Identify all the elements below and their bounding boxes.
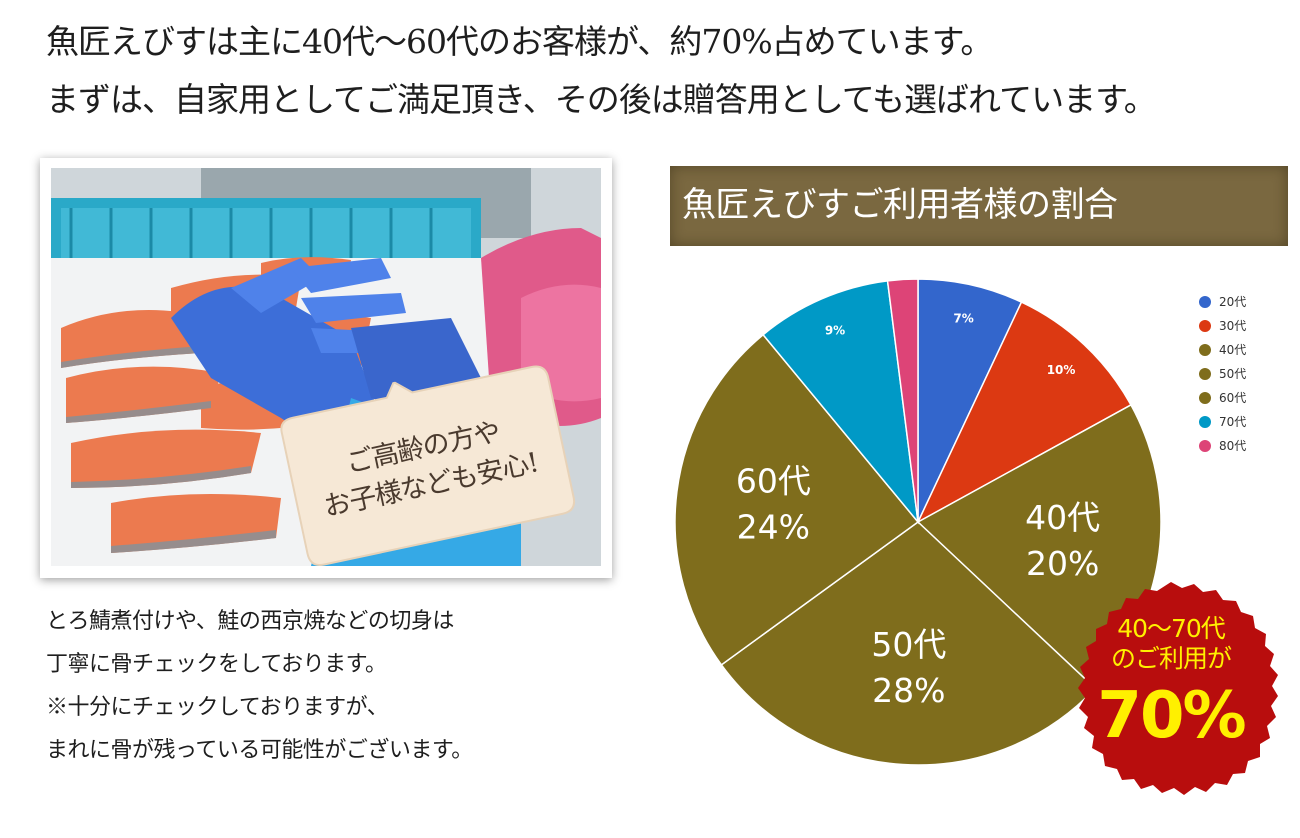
legend-swatch-2 — [1199, 320, 1211, 332]
reassurance-bubble: ご高齢の方や お子様なども安心! — [247, 347, 597, 588]
pie-label-2: 10% — [1047, 363, 1076, 377]
badge-line-2: のご利用が — [1110, 644, 1232, 673]
pie-slice-1 — [917, 278, 1023, 523]
pie-label-1: 7% — [953, 311, 973, 325]
legend-swatch-6 — [1199, 416, 1211, 428]
legend-swatch-7 — [1199, 440, 1211, 452]
badge-percent: 70% — [1097, 679, 1246, 753]
pie-slice-5 — [674, 333, 920, 666]
legend-label-7: 80代 — [1219, 439, 1246, 453]
legend-label-2: 30代 — [1219, 319, 1246, 333]
description-line-1: とろ鯖煮付けや、鮭の西京焼などの切身は — [46, 609, 454, 634]
chart-title: 魚匠えびすご利用者様の割合 — [682, 185, 1118, 225]
seventy-percent-badge: 40～70代 のご利用が 70% — [1058, 578, 1284, 804]
legend-swatch-3 — [1199, 344, 1211, 356]
description-line-4: まれに骨が残っている可能性がございます。 — [46, 738, 473, 763]
pie-label-5: 60代 24% — [736, 461, 811, 546]
badge-line-1: 40～70代 — [1117, 614, 1226, 643]
pie-label-3: 40代 20% — [1025, 498, 1100, 583]
description-line-2: 丁寧に骨チェックをしております。 — [46, 652, 387, 677]
pie-label-4: 50代 28% — [871, 625, 946, 710]
legend-swatch-5 — [1199, 392, 1211, 404]
pie-label-6: 9% — [825, 323, 845, 337]
legend-label-6: 70代 — [1219, 415, 1246, 429]
chart-title-bar — [670, 166, 1288, 246]
pie-slice-6 — [762, 280, 920, 525]
legend-swatch-1 — [1199, 296, 1211, 308]
pie-slice-4 — [720, 521, 1097, 766]
pie-slice-2 — [916, 301, 1132, 524]
headline-line-1: 魚匠えびすは主に40代～60代のお客様が、約70%占めています。 — [46, 22, 993, 61]
description-line-3: ※十分にチェックしておりますが、 — [46, 695, 389, 720]
legend-label-1: 20代 — [1219, 295, 1246, 309]
legend-label-3: 40代 — [1219, 343, 1246, 357]
legend-swatch-4 — [1199, 368, 1211, 380]
legend-label-5: 60代 — [1219, 391, 1246, 405]
description: とろ鯖煮付けや、鮭の西京焼などの切身は 丁寧に骨チェックをしております。 ※十分… — [46, 600, 606, 772]
pie-slice-7 — [886, 278, 919, 523]
legend-label-4: 50代 — [1219, 367, 1246, 381]
headline-line-2: まずは、自家用としてご満足頂き、その後は贈答用としても選ばれています。 — [46, 80, 1157, 119]
